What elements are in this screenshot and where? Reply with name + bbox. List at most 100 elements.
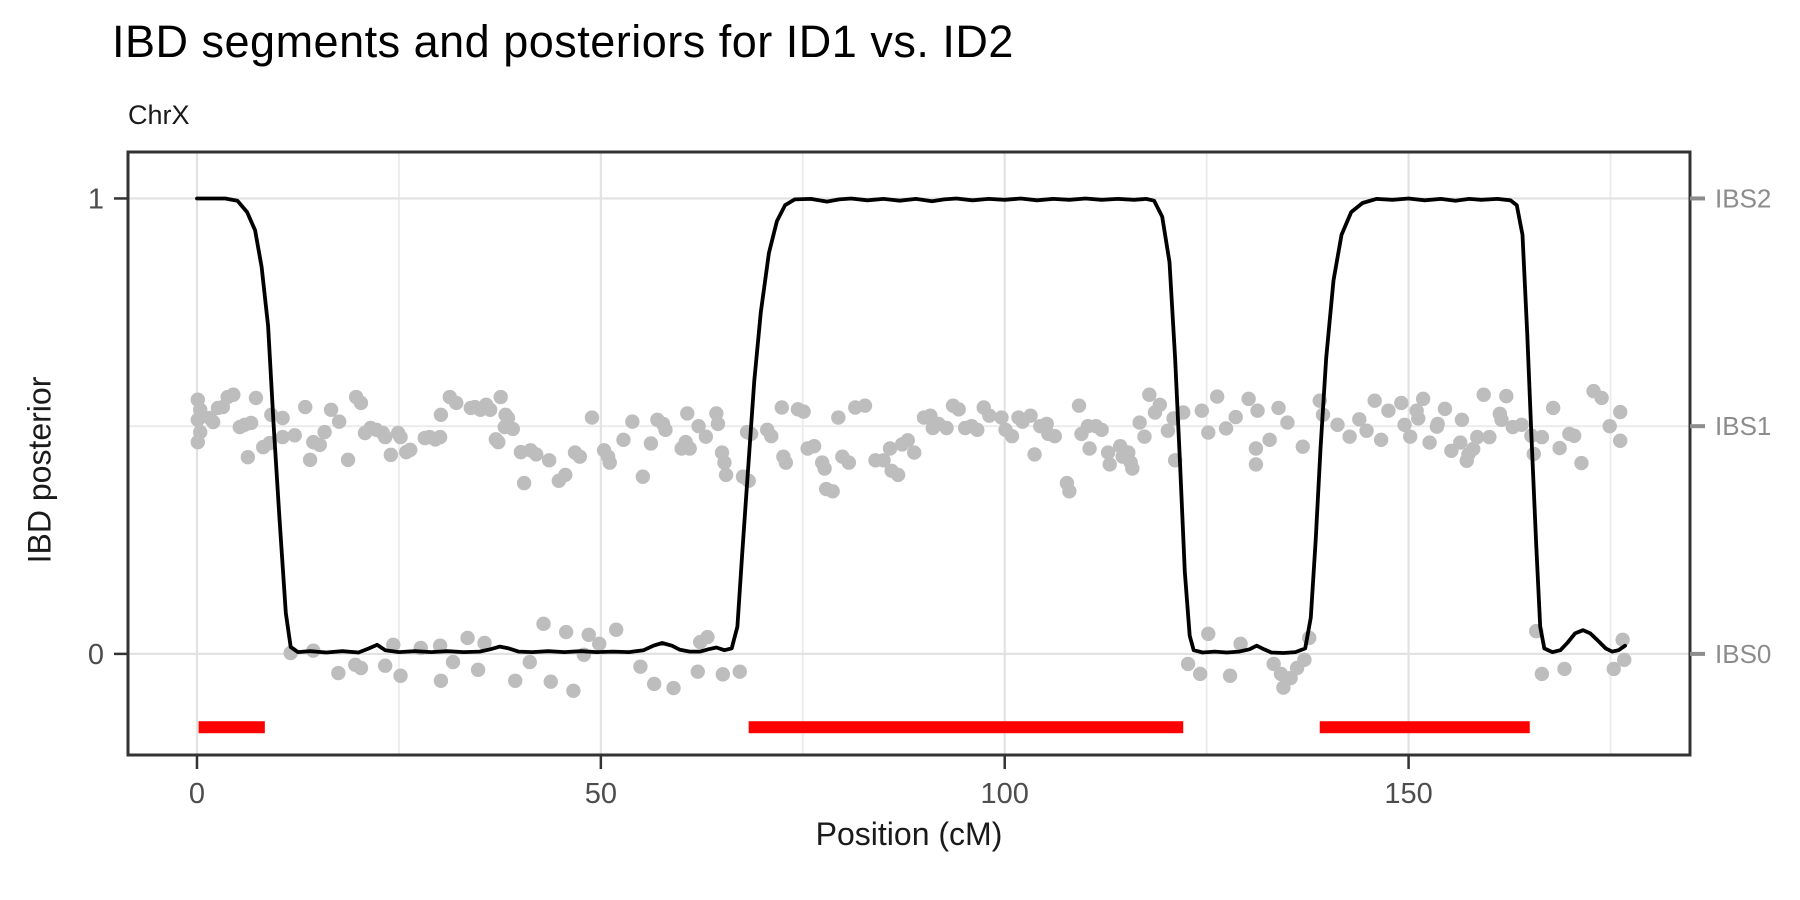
ibs0-point [477, 635, 492, 651]
x-tick-label: 50 [585, 778, 617, 810]
ibd-segment-bar [1319, 721, 1530, 734]
ibs1-point [951, 402, 966, 417]
ibs1-point [505, 421, 521, 437]
ibs0-point [558, 624, 574, 640]
ibs1-point [1082, 441, 1097, 456]
ibs0-point [1233, 636, 1248, 652]
ibs0-point [690, 664, 705, 679]
ibs1-point [275, 429, 290, 445]
ibs1-point [1476, 387, 1491, 402]
ibs1-point [193, 402, 208, 417]
ibs1-point [616, 432, 631, 448]
ibs1-point [970, 422, 985, 438]
ibs1-point [1160, 423, 1176, 438]
ibs1-point [493, 389, 508, 405]
ibs0-point [581, 627, 596, 642]
ibs1-point [939, 420, 954, 436]
ibs1-point [312, 437, 327, 453]
ibs0-point [522, 654, 537, 670]
ibs1-point [529, 447, 544, 462]
ibs0-point [1617, 652, 1632, 668]
ibs1-point [710, 416, 726, 432]
ibs1-point [516, 475, 532, 491]
ibs1-point [1027, 447, 1042, 462]
ibs1-point [1359, 423, 1374, 438]
ibs0-point [732, 664, 747, 679]
panel-border [126, 150, 1692, 757]
ibs0-point [1201, 626, 1216, 642]
ibs1-point [1132, 415, 1147, 430]
right-tick-label: IBS1 [1715, 411, 1771, 441]
ibs1-point [1534, 429, 1550, 445]
ibs1-point [1280, 415, 1295, 430]
ibs1-point [1100, 445, 1116, 460]
ibs1-point [682, 441, 697, 456]
ibs1-point [1047, 428, 1062, 444]
ibs1-point [841, 455, 857, 470]
ibs0-point [700, 629, 715, 645]
ibs1-point [1545, 400, 1561, 416]
ibs1-point [1367, 393, 1382, 408]
ibs1-point [1499, 388, 1514, 404]
ibs1-point [907, 445, 922, 460]
ibs1-point [890, 467, 906, 483]
ibs0-point [1557, 661, 1572, 677]
ibs0-point [1297, 652, 1312, 668]
ibs1-point [1394, 395, 1409, 411]
ibs1-point [226, 387, 241, 402]
ibs1-point [340, 452, 356, 468]
ibs1-point [1453, 435, 1468, 450]
ibs1-point [691, 418, 706, 434]
ibs1-point [1494, 412, 1509, 427]
ibs1-point [287, 428, 302, 443]
ibs1-point [1352, 412, 1367, 427]
ibs0-point [646, 676, 662, 692]
ibs1-point [1330, 417, 1345, 433]
ibs1-point [1430, 416, 1445, 432]
ibs0-point [608, 622, 624, 637]
ibs1-point [1613, 404, 1628, 420]
ibs1-point [1566, 428, 1582, 443]
ibs1-point [1397, 417, 1412, 433]
ibs1-point [240, 449, 256, 465]
ibs0-point [432, 638, 448, 653]
ibs1-point [1004, 428, 1020, 444]
ibs1-point [383, 447, 399, 463]
ibs1-point [1415, 391, 1431, 407]
ibs0-point [536, 616, 551, 632]
ibs1-point [876, 453, 891, 468]
ibs1-point [1023, 408, 1038, 423]
ibs1-point [817, 461, 832, 476]
ibd-segment-bar [748, 721, 1184, 734]
ibs0-point [666, 680, 681, 696]
ibs1-point [1437, 401, 1453, 417]
ibs1-point [1454, 412, 1470, 427]
ibs1-point [331, 414, 347, 429]
ibd-segment-bar [198, 721, 265, 734]
ibs1-point [1201, 425, 1216, 440]
ibs1-point [541, 453, 557, 468]
ibs1-point [831, 410, 846, 425]
ibs0-point [1615, 632, 1630, 647]
ibs1-point [717, 455, 732, 470]
ibs1-point [778, 455, 794, 470]
ibs1-point [658, 422, 673, 438]
ibs1-point [1373, 432, 1389, 448]
ibs0-point [1266, 656, 1281, 672]
ibs1-point [1422, 435, 1437, 450]
ibs1-point [625, 414, 640, 429]
x-tick-label: 100 [981, 778, 1029, 810]
y-tick-label: 0 [88, 639, 104, 671]
ibs1-point [275, 410, 290, 426]
ibs1-point [205, 414, 221, 430]
ibs1-point [433, 407, 449, 422]
ibs1-point [393, 429, 408, 445]
ibs1-point [1514, 417, 1529, 433]
ibs1-point [1125, 461, 1140, 476]
ibs1-point [558, 467, 573, 483]
ibs1-point [1403, 429, 1418, 444]
ibs1-point [323, 402, 339, 417]
ibs1-point [1613, 433, 1628, 448]
ibs1-point [1482, 429, 1497, 445]
